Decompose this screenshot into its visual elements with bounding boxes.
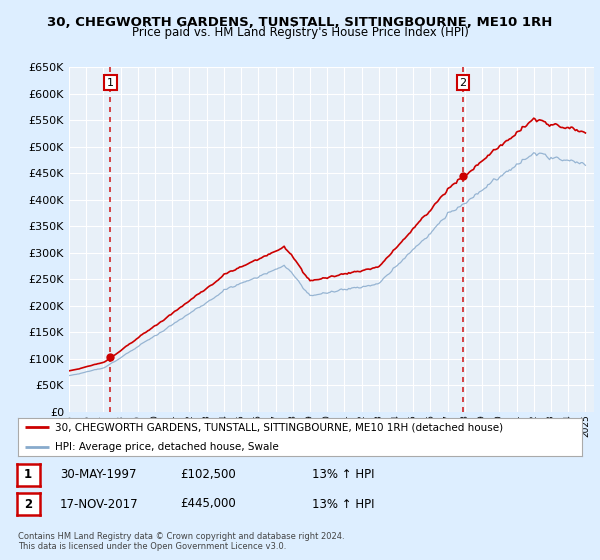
Text: 2: 2 <box>460 78 467 88</box>
Text: £445,000: £445,000 <box>180 497 236 511</box>
Text: Price paid vs. HM Land Registry's House Price Index (HPI): Price paid vs. HM Land Registry's House … <box>131 26 469 39</box>
Text: 13% ↑ HPI: 13% ↑ HPI <box>312 468 374 482</box>
Text: 30, CHEGWORTH GARDENS, TUNSTALL, SITTINGBOURNE, ME10 1RH (detached house): 30, CHEGWORTH GARDENS, TUNSTALL, SITTING… <box>55 422 503 432</box>
Text: 17-NOV-2017: 17-NOV-2017 <box>60 497 139 511</box>
Text: HPI: Average price, detached house, Swale: HPI: Average price, detached house, Swal… <box>55 442 278 452</box>
Text: 13% ↑ HPI: 13% ↑ HPI <box>312 497 374 511</box>
Text: 1: 1 <box>107 78 114 88</box>
Text: 30-MAY-1997: 30-MAY-1997 <box>60 468 137 482</box>
Text: Contains HM Land Registry data © Crown copyright and database right 2024.
This d: Contains HM Land Registry data © Crown c… <box>18 532 344 552</box>
Text: 2: 2 <box>24 497 32 511</box>
Text: 1: 1 <box>24 468 32 482</box>
Text: 30, CHEGWORTH GARDENS, TUNSTALL, SITTINGBOURNE, ME10 1RH: 30, CHEGWORTH GARDENS, TUNSTALL, SITTING… <box>47 16 553 29</box>
Text: £102,500: £102,500 <box>180 468 236 482</box>
